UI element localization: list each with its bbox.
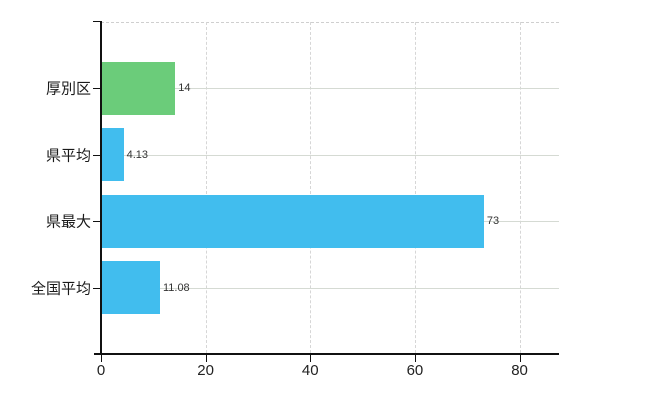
x-tick-label: 80 <box>511 362 528 379</box>
gridline-vertical <box>310 22 312 353</box>
bar[interactable] <box>102 194 484 248</box>
x-tick-label: 0 <box>96 362 106 379</box>
y-axis-tick <box>93 287 100 289</box>
category-label: 県平均 <box>45 147 91 164</box>
gridline-horizontal <box>101 88 559 89</box>
x-axis-tick <box>310 355 312 362</box>
y-axis-tick <box>93 21 100 22</box>
category-label: 全国平均 <box>30 280 91 297</box>
bar[interactable] <box>102 61 176 115</box>
gridline-vertical <box>519 22 521 353</box>
bar[interactable] <box>102 261 160 314</box>
bar-value-label: 11.08 <box>162 281 190 294</box>
x-tick-label: 60 <box>406 362 424 379</box>
y-axis-line <box>100 21 102 354</box>
gridline-vertical <box>414 22 416 353</box>
y-axis-tick <box>93 221 100 222</box>
y-axis-tick <box>93 88 100 89</box>
bar-value-label: 4.13 <box>126 148 149 161</box>
category-label: 県最大 <box>45 213 91 231</box>
x-axis-tick <box>205 355 207 362</box>
gridline-vertical <box>205 22 207 353</box>
x-axis-tick <box>414 355 416 362</box>
bar-value-label: 73 <box>486 215 500 227</box>
gridline-horizontal <box>101 287 559 289</box>
bar-value-label: 14 <box>178 82 191 94</box>
category-label: 厚別区 <box>45 80 91 98</box>
x-tick-label: 40 <box>301 362 319 379</box>
x-tick-label: 20 <box>197 362 214 379</box>
bar[interactable] <box>102 128 124 181</box>
y-axis-tick <box>93 154 100 156</box>
x-axis-tick <box>519 355 521 362</box>
plot-top-border <box>101 22 559 23</box>
gridline-horizontal <box>101 154 559 156</box>
x-axis-line <box>94 353 559 355</box>
x-axis-tick <box>101 355 102 362</box>
